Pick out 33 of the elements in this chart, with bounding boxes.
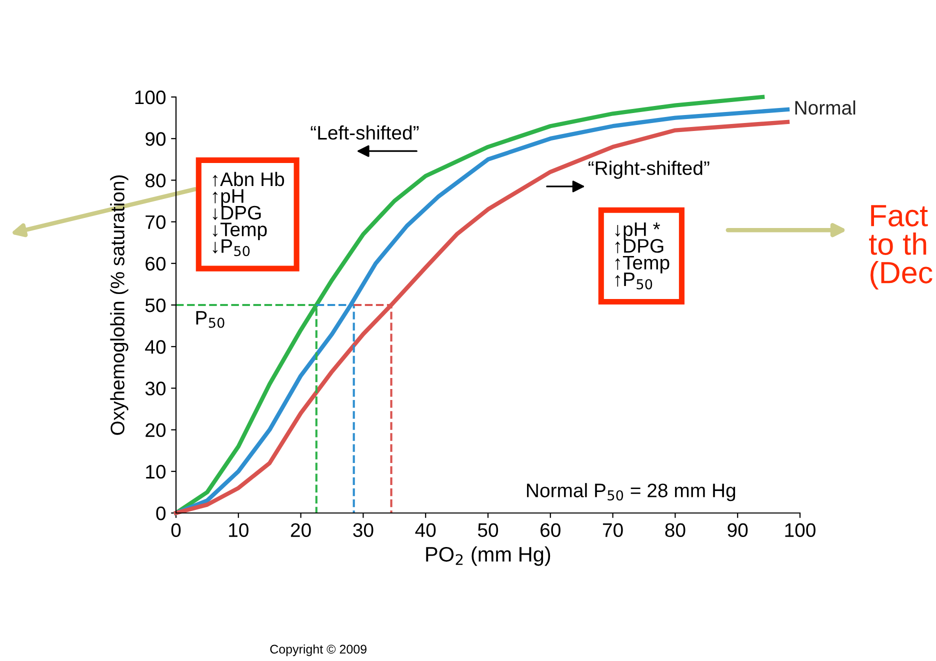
y-tick-label: 20 (146, 423, 166, 438)
annotation: “Right-shifted” (588, 160, 710, 179)
y-tick-label: 50 (145, 298, 166, 312)
annotation: “Left-shifted” (310, 125, 419, 140)
x-tick-label: 30 (353, 523, 374, 538)
y-tick-label: 30 (145, 382, 166, 396)
y-tick-label: 60 (146, 256, 166, 271)
y-tick-label: 0 (156, 506, 166, 520)
x-tick-label: 60 (540, 523, 560, 538)
x-tick-label: 70 (602, 523, 623, 538)
annotation: P$_{50}$ (196, 311, 224, 328)
text: Fact to th (Dec (869, 205, 932, 290)
y-axis-title: Oxyhemoglobin (% saturation) (110, 175, 128, 435)
annotation: Normal P$_{50}$ = 28 mm Hg (527, 483, 736, 502)
x-axis-title: PO$_{2}$ (mm Hg) (426, 546, 550, 566)
x-tick-label: 90 (728, 523, 748, 538)
x-tick-label: 0 (171, 523, 181, 538)
y-tick-label: 80 (145, 174, 166, 188)
y-tick-label: 70 (146, 215, 166, 230)
y-tick-label: 90 (146, 132, 166, 146)
y-tick-label: 100 (135, 90, 166, 104)
x-tick-label: 20 (290, 523, 311, 538)
x-tick-label: 40 (415, 523, 436, 538)
y-tick-label: 40 (145, 340, 166, 354)
y-tick-label: 10 (146, 464, 166, 479)
x-tick-label: 80 (665, 523, 686, 538)
x-tick-label: 100 (785, 523, 816, 538)
annotation: ↓pH * ↑DPG ↑Temp ↑P$_{50}$ (615, 222, 670, 290)
series-label: Normal (795, 100, 856, 115)
x-tick-label: 10 (229, 523, 248, 538)
x-tick-label: 50 (478, 523, 498, 538)
text: Copyright © 2009 (270, 644, 366, 656)
annotation: ↑Abn Hb ↑pH ↓DPG ↓Temp ↓P$_{50}$ (212, 172, 284, 256)
